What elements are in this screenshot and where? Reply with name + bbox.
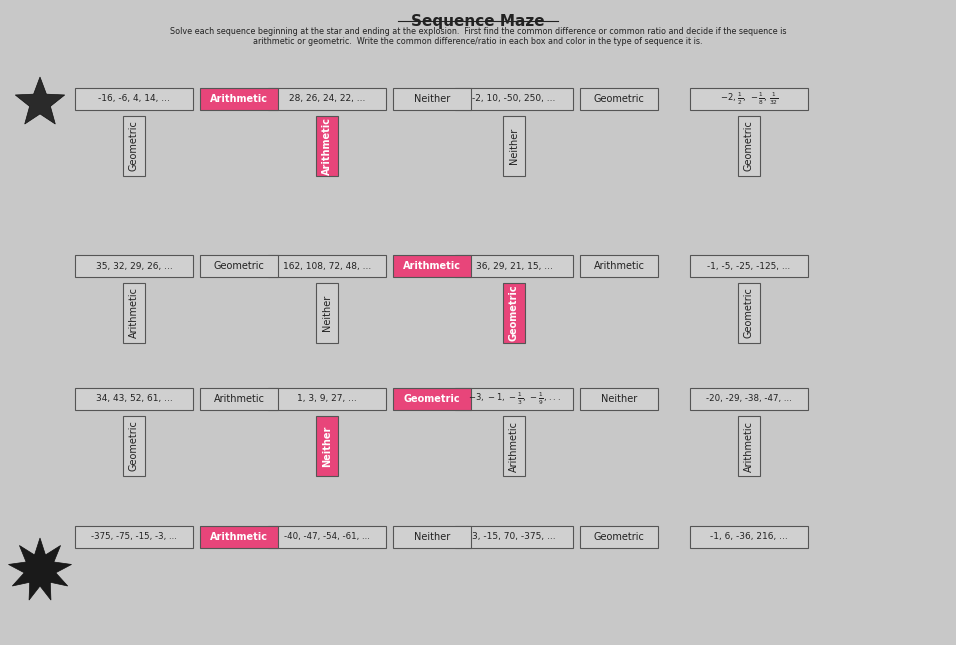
FancyBboxPatch shape: [123, 416, 145, 476]
Text: Arithmetic: Arithmetic: [509, 421, 519, 471]
FancyBboxPatch shape: [690, 255, 808, 277]
Text: Arithmetic: Arithmetic: [403, 261, 461, 271]
FancyBboxPatch shape: [75, 88, 193, 110]
Text: 36, 29, 21, 15, ...: 36, 29, 21, 15, ...: [475, 261, 553, 270]
FancyBboxPatch shape: [316, 283, 338, 343]
Text: Neither: Neither: [414, 532, 450, 542]
Text: $-2,\,\frac{1}{2},\,-\frac{1}{8},\,\frac{1}{32}$: $-2,\,\frac{1}{2},\,-\frac{1}{8},\,\frac…: [720, 91, 778, 107]
Text: -2, 10, -50, 250, ...: -2, 10, -50, 250, ...: [472, 95, 555, 103]
Polygon shape: [9, 538, 72, 600]
Text: Geometric: Geometric: [213, 261, 265, 271]
FancyBboxPatch shape: [580, 388, 658, 410]
FancyBboxPatch shape: [580, 255, 658, 277]
FancyBboxPatch shape: [580, 526, 658, 548]
FancyBboxPatch shape: [268, 526, 386, 548]
FancyBboxPatch shape: [200, 388, 278, 410]
Text: Arithmetic: Arithmetic: [210, 94, 268, 104]
FancyBboxPatch shape: [268, 88, 386, 110]
FancyBboxPatch shape: [123, 116, 145, 176]
Text: Geometric: Geometric: [594, 532, 644, 542]
FancyBboxPatch shape: [75, 255, 193, 277]
FancyBboxPatch shape: [690, 88, 808, 110]
Text: 34, 43, 52, 61, ...: 34, 43, 52, 61, ...: [96, 395, 172, 404]
FancyBboxPatch shape: [200, 526, 278, 548]
Text: Arithmetic: Arithmetic: [744, 421, 754, 471]
Text: Geometric: Geometric: [129, 421, 139, 471]
Text: Geometric: Geometric: [129, 121, 139, 172]
FancyBboxPatch shape: [690, 388, 808, 410]
Text: -20, -29, -38, -47, ...: -20, -29, -38, -47, ...: [706, 395, 792, 404]
Text: Solve each sequence beginning at the star and ending at the explosion.  First fi: Solve each sequence beginning at the sta…: [170, 27, 786, 36]
FancyBboxPatch shape: [393, 526, 471, 548]
Text: $-3,\,-1,\,-\frac{1}{3},\,-\frac{1}{9},\,...$: $-3,\,-1,\,-\frac{1}{3},\,-\frac{1}{9},\…: [467, 391, 560, 407]
Text: arithmetic or geometric.  Write the common difference/ratio in each box and colo: arithmetic or geometric. Write the commo…: [253, 37, 703, 46]
Text: Arithmetic: Arithmetic: [322, 117, 332, 175]
Text: 28, 26, 24, 22, ...: 28, 26, 24, 22, ...: [289, 95, 365, 103]
Text: Geometric: Geometric: [744, 121, 754, 172]
Text: Neither: Neither: [509, 128, 519, 164]
FancyBboxPatch shape: [690, 526, 808, 548]
FancyBboxPatch shape: [200, 88, 278, 110]
Text: Arithmetic: Arithmetic: [129, 288, 139, 339]
FancyBboxPatch shape: [316, 116, 338, 176]
FancyBboxPatch shape: [503, 283, 525, 343]
Text: -1, 6, -36, 216, ...: -1, 6, -36, 216, ...: [710, 533, 788, 542]
Text: 1, 3, 9, 27, ...: 1, 3, 9, 27, ...: [297, 395, 357, 404]
FancyBboxPatch shape: [393, 255, 471, 277]
FancyBboxPatch shape: [455, 255, 573, 277]
Text: Neither: Neither: [414, 94, 450, 104]
FancyBboxPatch shape: [123, 283, 145, 343]
Text: -375, -75, -15, -3, ...: -375, -75, -15, -3, ...: [91, 533, 177, 542]
Text: Geometric: Geometric: [403, 394, 460, 404]
FancyBboxPatch shape: [455, 88, 573, 110]
FancyBboxPatch shape: [738, 116, 760, 176]
FancyBboxPatch shape: [316, 416, 338, 476]
FancyBboxPatch shape: [580, 88, 658, 110]
Text: 162, 108, 72, 48, ...: 162, 108, 72, 48, ...: [283, 261, 371, 270]
FancyBboxPatch shape: [738, 416, 760, 476]
Polygon shape: [15, 77, 65, 124]
Text: Geometric: Geometric: [594, 94, 644, 104]
Text: Neither: Neither: [322, 295, 332, 331]
Text: Arithmetic: Arithmetic: [213, 394, 265, 404]
Text: -16, -6, 4, 14, ...: -16, -6, 4, 14, ...: [98, 95, 170, 103]
Text: 35, 32, 29, 26, ...: 35, 32, 29, 26, ...: [96, 261, 172, 270]
Text: Geometric: Geometric: [509, 284, 519, 341]
Text: Neither: Neither: [322, 425, 332, 467]
Text: Geometric: Geometric: [744, 288, 754, 339]
Text: Arithmetic: Arithmetic: [594, 261, 644, 271]
FancyBboxPatch shape: [75, 526, 193, 548]
Text: Sequence Maze: Sequence Maze: [411, 14, 545, 29]
Text: -1, -5, -25, -125, ...: -1, -5, -25, -125, ...: [707, 261, 791, 270]
FancyBboxPatch shape: [738, 283, 760, 343]
FancyBboxPatch shape: [455, 388, 573, 410]
Text: Arithmetic: Arithmetic: [210, 532, 268, 542]
FancyBboxPatch shape: [200, 255, 278, 277]
FancyBboxPatch shape: [393, 88, 471, 110]
FancyBboxPatch shape: [75, 388, 193, 410]
FancyBboxPatch shape: [268, 255, 386, 277]
FancyBboxPatch shape: [503, 116, 525, 176]
Text: 3, -15, 70, -375, ...: 3, -15, 70, -375, ...: [472, 533, 555, 542]
FancyBboxPatch shape: [393, 388, 471, 410]
Text: -40, -47, -54, -61, ...: -40, -47, -54, -61, ...: [284, 533, 370, 542]
FancyBboxPatch shape: [503, 416, 525, 476]
Text: Neither: Neither: [601, 394, 637, 404]
FancyBboxPatch shape: [455, 526, 573, 548]
FancyBboxPatch shape: [268, 388, 386, 410]
